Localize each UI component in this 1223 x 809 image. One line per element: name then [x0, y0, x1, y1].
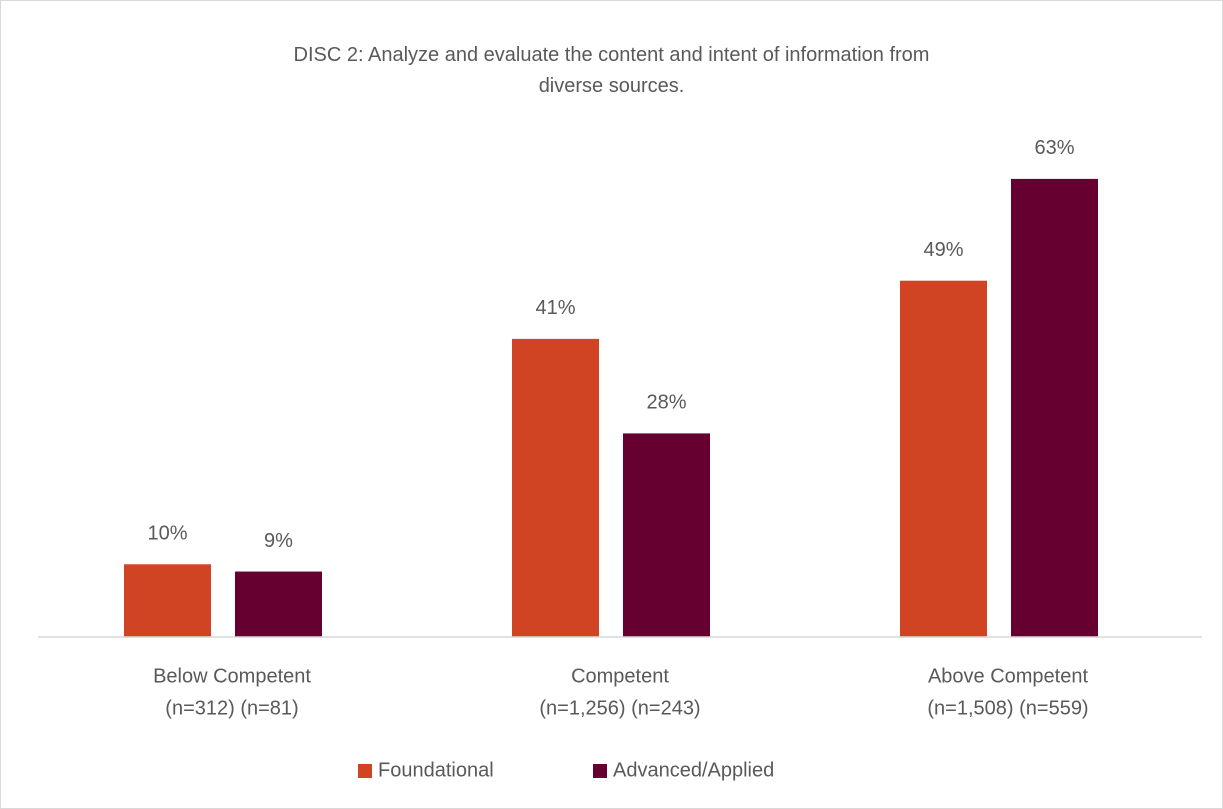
legend-label: Advanced/Applied [613, 759, 774, 781]
legend-swatch [358, 764, 372, 778]
bar [1011, 178, 1098, 637]
legend-swatch [593, 764, 607, 778]
bar [235, 571, 322, 637]
data-label: 49% [923, 239, 963, 261]
bar [900, 280, 987, 637]
bar [623, 433, 710, 637]
data-label: 63% [1034, 137, 1074, 159]
x-tick-label: Above Competent [928, 665, 1089, 687]
x-tick-note: (n=1,256) (n=243) [539, 697, 700, 719]
x-tick-label: Below Competent [153, 665, 311, 687]
data-label: 9% [264, 530, 293, 552]
chart-title: DISC 2: Analyze and evaluate the content… [293, 44, 930, 97]
data-label: 41% [535, 297, 575, 319]
x-tick-note: (n=312) (n=81) [165, 697, 298, 719]
legend-label: Foundational [378, 759, 494, 781]
data-label: 10% [147, 523, 187, 545]
bar [124, 564, 211, 637]
data-label: 28% [646, 392, 686, 414]
x-tick-label: Competent [571, 665, 669, 687]
x-tick-note: (n=1,508) (n=559) [927, 697, 1088, 719]
bar [512, 338, 599, 637]
